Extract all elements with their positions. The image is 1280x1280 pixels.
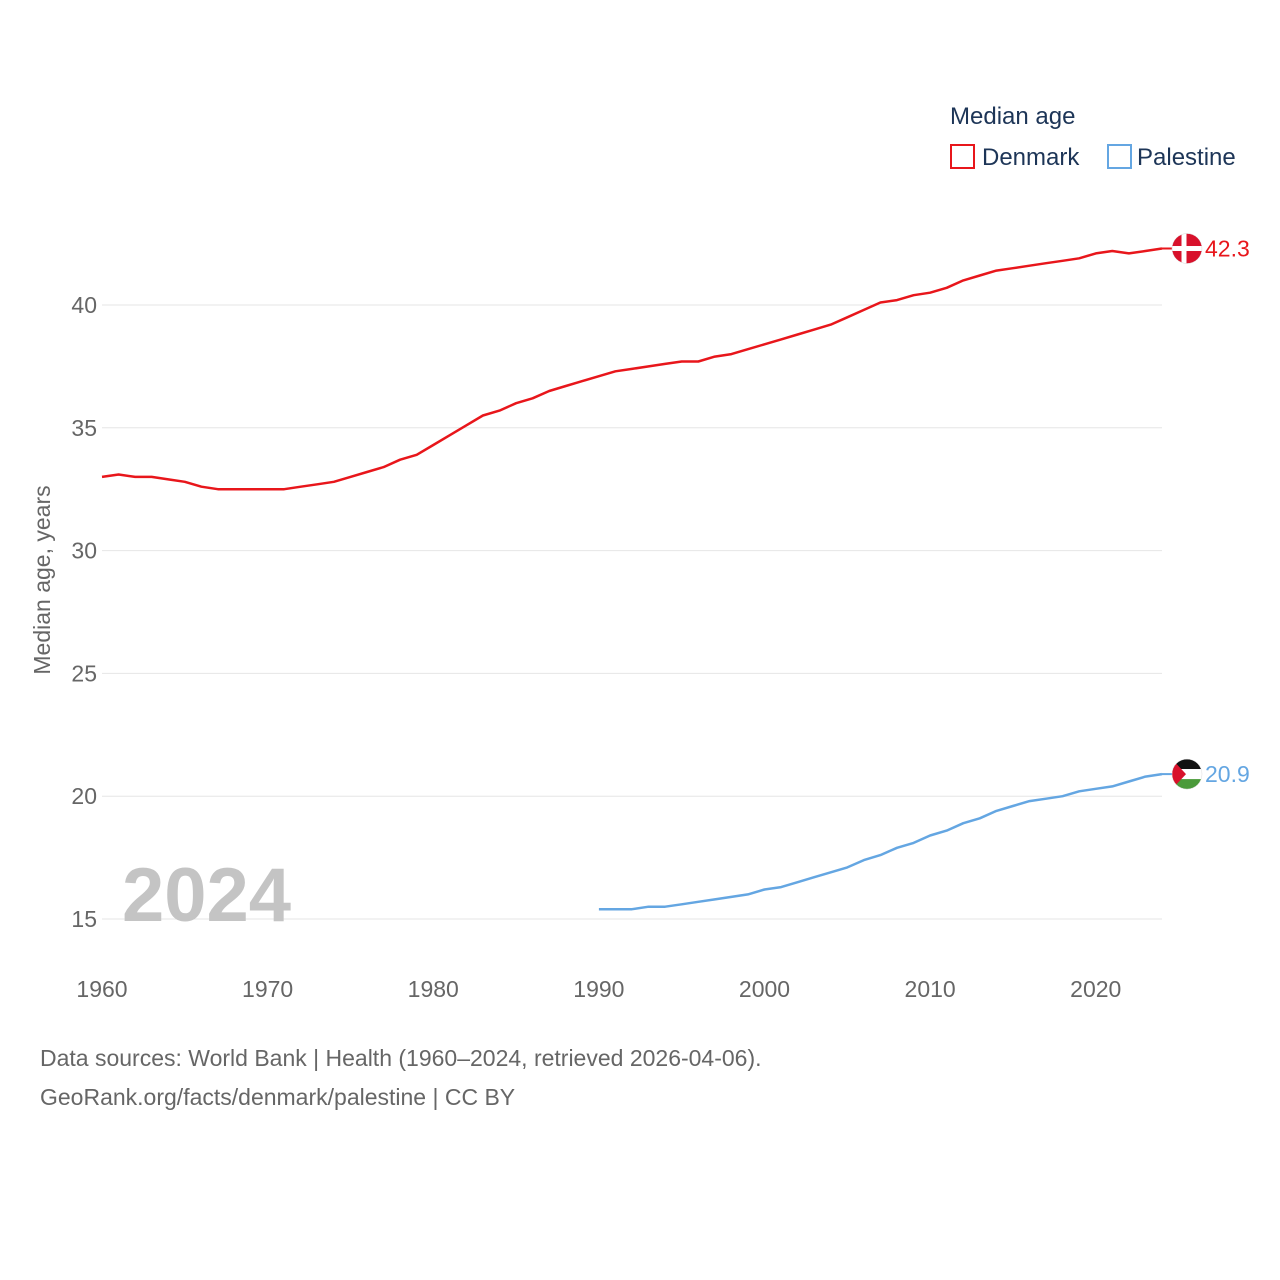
legend-label-denmark: Denmark <box>982 144 1080 171</box>
x-tick-label-1980: 1980 <box>408 976 459 1002</box>
y-tick-label-25: 25 <box>71 660 97 686</box>
x-tick-label-1970: 1970 <box>242 976 293 1002</box>
y-axis-title: Median age, years <box>29 485 55 674</box>
end-value-label-palestine: 20.9 <box>1205 761 1250 787</box>
legend-swatch-denmark <box>950 144 975 169</box>
source-line-2[interactable]: GeoRank.org/facts/denmark/palestine | CC… <box>40 1084 516 1110</box>
legend: Median age Denmark Palestine <box>950 103 1236 171</box>
y-tick-label-20: 20 <box>71 783 97 809</box>
x-tick-label-2000: 2000 <box>739 976 790 1002</box>
legend-item-denmark[interactable]: Denmark <box>950 144 1080 171</box>
x-axis-ticks: 1960 1970 1980 1990 2000 2010 2020 <box>76 976 1121 1002</box>
legend-item-palestine[interactable]: Palestine <box>1107 144 1236 171</box>
series-end-markers: 42.3 20.9 <box>1162 233 1250 790</box>
palestine-flag-icon <box>1171 758 1203 790</box>
y-tick-label-35: 35 <box>71 415 97 441</box>
y-tick-label-40: 40 <box>71 292 97 318</box>
legend-swatch-palestine <box>1107 144 1132 169</box>
x-tick-label-2010: 2010 <box>905 976 956 1002</box>
x-tick-label-1960: 1960 <box>76 976 127 1002</box>
x-tick-label-2020: 2020 <box>1070 976 1121 1002</box>
current-year-watermark: 2024 <box>122 853 291 938</box>
x-tick-label-1990: 1990 <box>573 976 624 1002</box>
series-line-palestine[interactable] <box>598 772 1163 911</box>
legend-label-palestine: Palestine <box>1137 144 1236 171</box>
median-age-chart: 15 20 25 30 35 40 1960 1970 1980 1990 2000 2010 202… <box>29 103 1250 1002</box>
grid-lines <box>102 304 1162 920</box>
y-tick-label-15: 15 <box>71 906 97 932</box>
series-lines <box>101 247 1163 911</box>
end-value-label-denmark: 42.3 <box>1205 236 1250 262</box>
denmark-flag-icon <box>1171 233 1203 264</box>
y-tick-label-30: 30 <box>71 538 97 564</box>
series-line-denmark[interactable] <box>101 247 1163 491</box>
source-line-1: Data sources: World Bank | Health (1960–… <box>40 1045 762 1071</box>
y-axis-ticks: 15 20 25 30 35 40 <box>71 292 97 932</box>
legend-title: Median age <box>950 103 1075 130</box>
